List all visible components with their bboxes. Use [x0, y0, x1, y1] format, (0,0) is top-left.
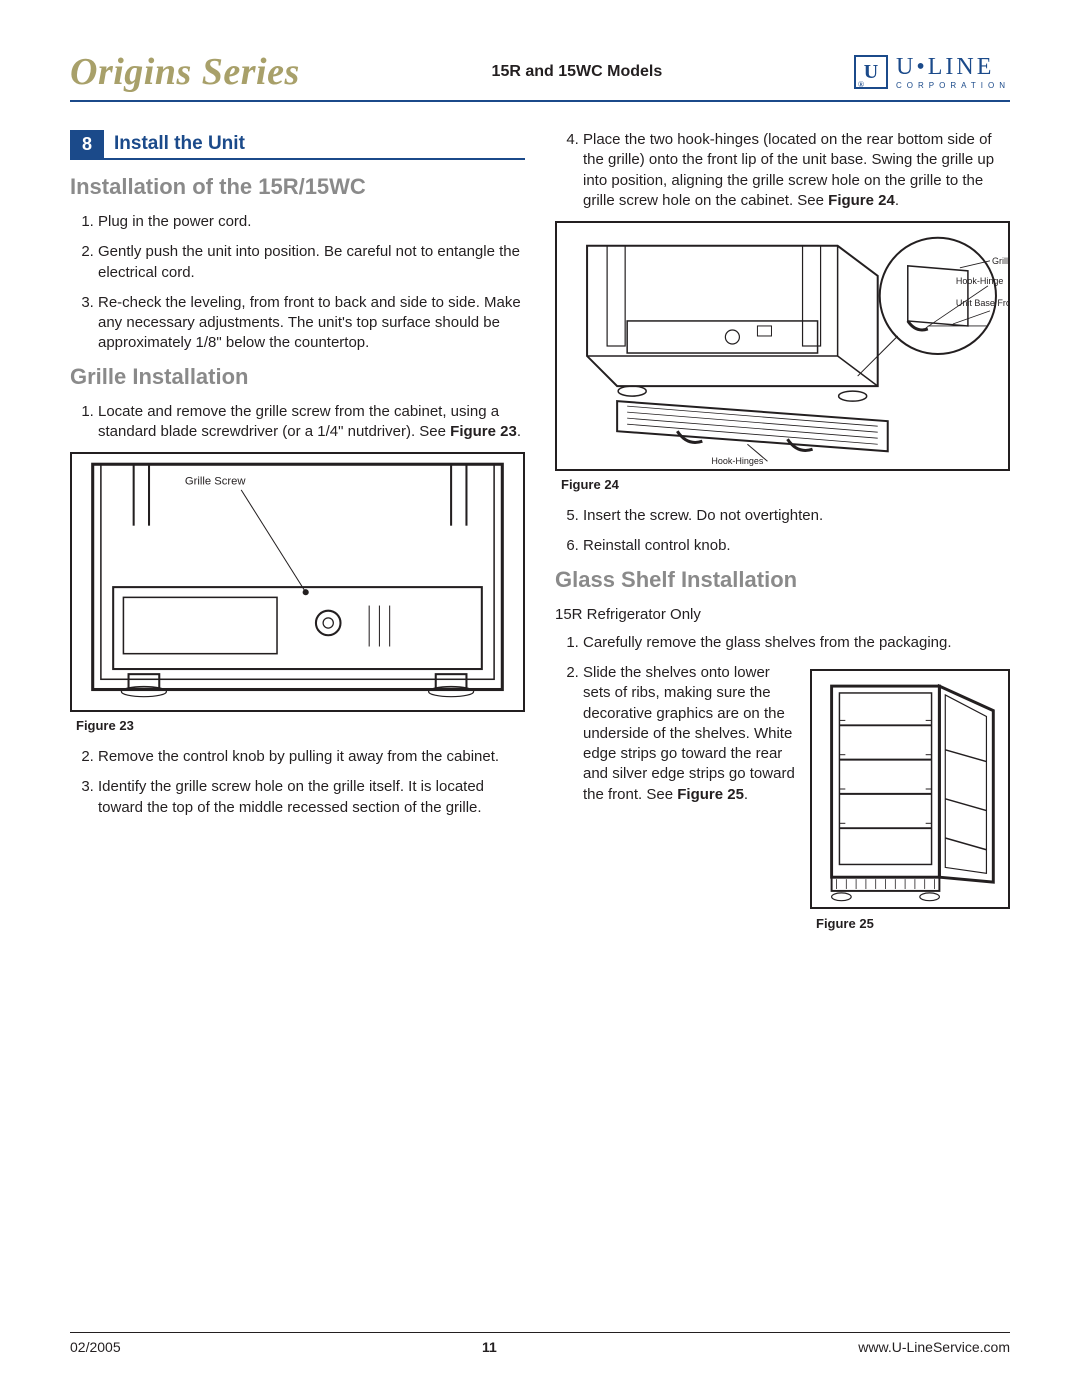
glass-steps-list: Carefully remove the glass shelves from … [555, 633, 1010, 805]
model-title: 15R and 15WC Models [492, 63, 663, 81]
section-title: Install the Unit [104, 130, 245, 158]
grille-step-1-text: Locate and remove the grille screw from … [98, 403, 499, 440]
glass-step-2-ref: Figure 25 [677, 786, 744, 803]
figure-25-illustration [812, 671, 1008, 907]
footer-page-number: 11 [482, 1339, 497, 1355]
grille-step-4: Place the two hook-hinges (located on th… [583, 130, 1010, 211]
grille-steps-list-3: Place the two hook-hinges (located on th… [555, 130, 1010, 211]
grille-step-4-text: Place the two hook-hinges (located on th… [583, 131, 994, 209]
glass-shelf-note: 15R Refrigerator Only [555, 605, 1010, 625]
page-footer: 02/2005 11 www.U-LineService.com [70, 1332, 1010, 1355]
grille-step-6: Reinstall control knob. [583, 536, 1010, 556]
grille-steps-list-2: Remove the control knob by pulling it aw… [70, 747, 525, 818]
brand-sub: CORPORATION [896, 81, 1010, 90]
figure-24-box: Hook-Hinges Grille Hook-Hinge Unit Base … [555, 221, 1010, 471]
logo-badge-icon: U [854, 55, 888, 89]
glass-step-2: Figure 25 Slide the shelves onto lower s… [583, 663, 1010, 805]
section-number: 8 [70, 130, 104, 158]
section-bar: 8 Install the Unit [70, 130, 525, 160]
figure-25-box [810, 669, 1010, 909]
grille-step-5: Insert the screw. Do not overtighten. [583, 506, 1010, 526]
fig24-hook-hinges-label: Hook-Hinges [711, 456, 764, 466]
heading-installation: Installation of the 15R/15WC [70, 174, 525, 200]
brand-main: U•LINE [896, 55, 994, 79]
grille-step-1: Locate and remove the grille screw from … [98, 402, 525, 443]
content-columns: 8 Install the Unit Installation of the 1… [70, 130, 1010, 947]
grille-step-1-ref: Figure 23 [450, 423, 517, 440]
glass-step-1: Carefully remove the glass shelves from … [583, 633, 1010, 653]
page-header: Origins Series 15R and 15WC Models U U•L… [70, 50, 1010, 102]
figure-23-illustration: Grille Screw [72, 454, 523, 710]
grille-step-4-ref: Figure 24 [828, 192, 895, 209]
grille-steps-list-4: Insert the screw. Do not overtighten. Re… [555, 506, 1010, 557]
figure-25-caption: Figure 25 [816, 915, 1010, 933]
figure-25-wrap: Figure 25 [810, 663, 1010, 947]
install-steps-list: Plug in the power cord. Gently push the … [70, 212, 525, 354]
install-step: Re-check the leveling, from front to bac… [98, 293, 525, 354]
grille-steps-list-1: Locate and remove the grille screw from … [70, 402, 525, 443]
figure-23-box: Grille Screw [70, 452, 525, 712]
fig24-unit-base-label: Unit Base Front Lip [956, 298, 1008, 308]
glass-step-2-text: Slide the shelves onto lower sets of rib… [583, 664, 795, 803]
series-title: Origins Series [70, 50, 300, 94]
figure-24-illustration: Hook-Hinges Grille Hook-Hinge Unit Base … [557, 223, 1008, 469]
left-column: 8 Install the Unit Installation of the 1… [70, 130, 525, 947]
grille-step-2: Remove the control knob by pulling it aw… [98, 747, 525, 767]
figure-24-caption: Figure 24 [561, 477, 1010, 492]
brand-logo: U U•LINE CORPORATION [854, 55, 1010, 90]
figure-23-caption: Figure 23 [76, 718, 525, 733]
heading-glass-shelf: Glass Shelf Installation [555, 567, 1010, 593]
heading-grille: Grille Installation [70, 364, 525, 390]
fig24-hook-hinge-label: Hook-Hinge [956, 276, 1004, 286]
footer-url: www.U-LineService.com [858, 1339, 1010, 1355]
fig24-grille-label: Grille [992, 256, 1008, 266]
footer-date: 02/2005 [70, 1339, 121, 1355]
grille-step-3: Identify the grille screw hole on the gr… [98, 777, 525, 818]
install-step: Plug in the power cord. [98, 212, 525, 232]
right-column: Place the two hook-hinges (located on th… [555, 130, 1010, 947]
brand-text: U•LINE CORPORATION [896, 55, 1010, 90]
fig23-grille-screw-label: Grille Screw [185, 476, 247, 488]
install-step: Gently push the unit into position. Be c… [98, 242, 525, 283]
